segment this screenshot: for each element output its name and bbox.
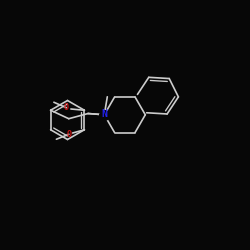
Text: N: N bbox=[101, 108, 107, 118]
Text: O: O bbox=[64, 103, 69, 112]
Text: O: O bbox=[66, 130, 71, 139]
